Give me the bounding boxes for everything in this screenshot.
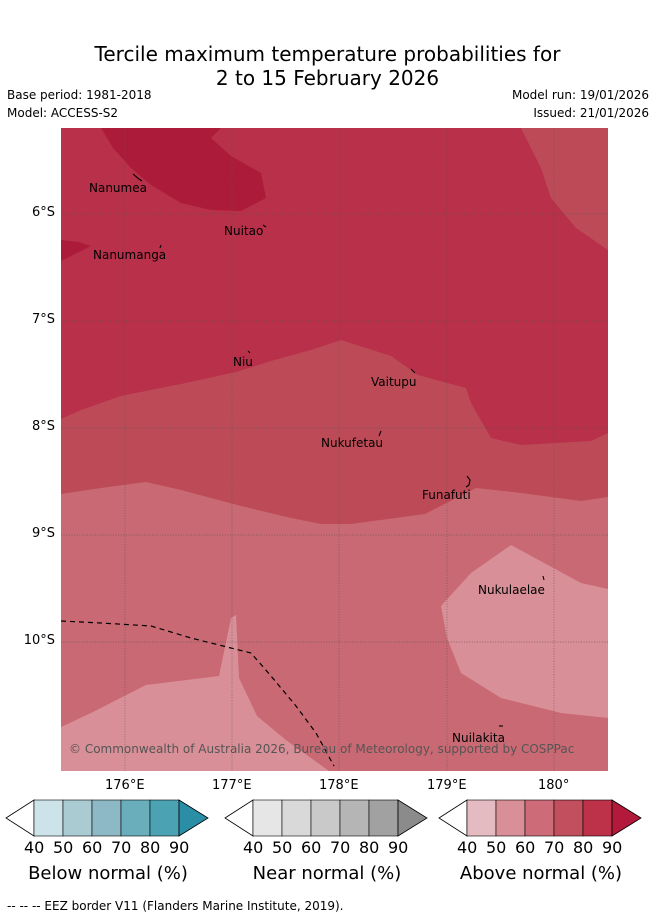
colorbar-segment (524, 799, 555, 837)
colorbar-tick-label: 70 (544, 838, 565, 857)
colorbar-segment (553, 799, 584, 837)
colorbar-tick-label: 60 (82, 838, 103, 857)
lat-label-9s: 9°S (31, 526, 55, 541)
probability-map (61, 128, 608, 771)
lon-label-176e: 176°E (105, 778, 145, 793)
colorbar-segment (120, 799, 151, 837)
colorbar-segment (339, 799, 370, 837)
colorbar-tick-label: 80 (573, 838, 594, 857)
colorbar-tick-label: 60 (515, 838, 536, 857)
colorbar-extend-low (5, 799, 35, 837)
region-above-90-west (61, 240, 91, 261)
colorbar-tick-label: 80 (359, 838, 380, 857)
region-above-50-south (61, 615, 329, 771)
lon-label-180: 180° (538, 778, 570, 793)
lat-label-8s: 8°S (31, 419, 55, 434)
colorbar-tick-label: 70 (111, 838, 132, 857)
colorbar-extend-high (611, 799, 642, 837)
colorbar-segment (582, 799, 613, 837)
colorbar-tick-label: 60 (301, 838, 322, 857)
colorbar-segment (495, 799, 526, 837)
gridlines (61, 128, 608, 771)
region-above-90-north (101, 128, 266, 211)
colorbar-tick-label: 40 (457, 838, 478, 857)
colorbar-segment (310, 799, 341, 837)
colorbar-title-near: Near normal (%) (252, 863, 402, 884)
colorbar-tick-label: 80 (140, 838, 161, 857)
island-nuitao (262, 224, 267, 228)
colorbar-title-below: Below normal (%) (28, 863, 188, 884)
lon-label-179e: 179°E (427, 778, 467, 793)
colorbar-segment (281, 799, 312, 837)
colorbar-tick-label: 40 (24, 838, 45, 857)
colorbar-tick-label: 70 (330, 838, 351, 857)
island-nanumea (132, 173, 143, 182)
colorbar-tick-label: 90 (388, 838, 409, 857)
island-nukufetau (378, 430, 382, 437)
model-run: Model run: 19/01/2026 (511, 88, 649, 102)
lon-label-177e: 177°E (212, 778, 252, 793)
colorbar-tick-label: 40 (243, 838, 264, 857)
map-title-line-1: Tercile maximum temperature probabilitie… (94, 42, 561, 66)
island-nukulaelae (542, 575, 545, 581)
model-name: Model: ACCESS-S2 (7, 106, 119, 120)
place-label-nuilakita: Nuilakita (452, 731, 505, 745)
island-funafuti (465, 475, 471, 488)
colorbar-tick-label: 90 (169, 838, 190, 857)
copyright-notice: © Commonwealth of Australia 2026, Bureau… (69, 742, 575, 756)
colorbar-above-normal (438, 799, 642, 837)
eez-legend-footer: -- -- -- EEZ border V11 (Flanders Marine… (7, 899, 344, 913)
colorbar-extend-low (224, 799, 254, 837)
base-period: Base period: 1981-2018 (7, 88, 152, 102)
colorbar-segment (62, 799, 93, 837)
issued-date: Issued: 21/01/2026 (533, 106, 649, 120)
colorbar-tick-label: 50 (53, 838, 74, 857)
place-label-niu: Niu (233, 355, 253, 369)
place-label-nuitao: Nuitao (224, 224, 264, 238)
colorbar-segment (91, 799, 122, 837)
colorbar-tick-label: 50 (486, 838, 507, 857)
place-label-nanumanga: Nanumanga (93, 248, 167, 262)
colorbar-tick-label: 90 (602, 838, 623, 857)
colorbar-segment (252, 799, 283, 837)
colorbar-extend-low (438, 799, 468, 837)
colorbar-extend-high (397, 799, 428, 837)
lat-label-10s: 10°S (23, 633, 55, 648)
island-niu (247, 350, 251, 354)
colorbar-segment (33, 799, 64, 837)
colorbar-near-normal (224, 799, 428, 837)
place-label-vaitupu: Vaitupu (371, 375, 417, 389)
place-label-funafuti: Funafuti (422, 488, 471, 502)
colorbar-segment (149, 799, 180, 837)
lat-label-6s: 6°S (31, 205, 55, 220)
lat-label-7s: 7°S (31, 312, 55, 327)
colorbar-segment (368, 799, 399, 837)
region-above-50-southeast (441, 545, 608, 718)
colorbar-segment (466, 799, 497, 837)
place-label-nukulaelae: Nukulaelae (478, 583, 545, 597)
colorbar-title-above: Above normal (%) (459, 863, 623, 884)
eez-border (61, 620, 335, 767)
island-vaitupu (410, 368, 416, 374)
colorbar-tick-label: 50 (272, 838, 293, 857)
island-nanumanga (159, 244, 162, 249)
place-label-nukufetau: Nukufetau (321, 436, 384, 450)
region-above-80 (61, 128, 608, 445)
lon-label-178e: 178°E (319, 778, 359, 793)
colorbar-extend-high (178, 799, 209, 837)
island-marks (132, 173, 545, 727)
map-title-line-2: 2 to 15 February 2026 (215, 66, 440, 90)
colorbar-below-normal (5, 799, 209, 837)
place-label-nanumea: Nanumea (89, 181, 147, 195)
